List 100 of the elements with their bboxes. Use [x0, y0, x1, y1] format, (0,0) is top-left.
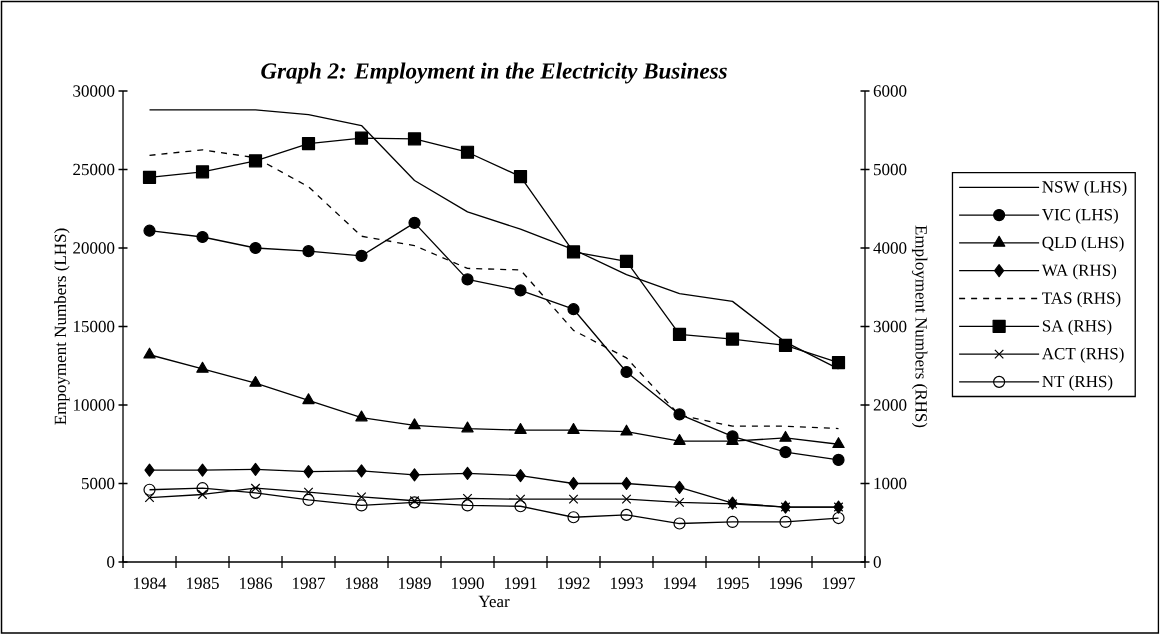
- y2-tick-label: 2000: [873, 399, 907, 411]
- point: [356, 464, 367, 478]
- point: [303, 465, 314, 479]
- point: [302, 245, 315, 258]
- x-tick-label: 1989: [399, 577, 431, 589]
- point: [196, 482, 209, 495]
- legend-label: ACT (RHS): [1041, 347, 1124, 363]
- y2-axis-title: Employment Numbers (RHS): [911, 225, 928, 428]
- point: [460, 145, 475, 159]
- point: [354, 131, 369, 145]
- y-tick-label: 25000: [73, 163, 115, 176]
- point: [409, 468, 420, 482]
- point: [514, 284, 527, 297]
- point: [356, 491, 367, 502]
- y-tick-label: 0: [107, 556, 115, 568]
- point: [302, 393, 315, 405]
- point: [673, 434, 686, 445]
- legend-label: TAS (RHS): [1042, 291, 1121, 308]
- point: [566, 245, 581, 259]
- legend-label: NSW (LHS): [1042, 180, 1127, 197]
- y-tick-label: 15000: [73, 320, 115, 333]
- y-tick-label: 20000: [73, 242, 115, 254]
- point: [461, 421, 474, 433]
- legend-label: VIC (LHS): [1041, 208, 1118, 224]
- point: [567, 303, 580, 316]
- legend-label: SA (RHS): [1042, 319, 1112, 336]
- legend-label: NT (RHS): [1042, 375, 1113, 391]
- point: [832, 511, 845, 525]
- point: [621, 476, 632, 491]
- point: [143, 483, 156, 496]
- y2-tick-label: 6000: [873, 85, 907, 97]
- point: [249, 241, 262, 255]
- point: [408, 418, 421, 430]
- point: [301, 136, 316, 151]
- point: [674, 480, 685, 495]
- point: [672, 327, 687, 341]
- x-axis-title: Year: [478, 595, 510, 608]
- point: [568, 494, 579, 505]
- point: [779, 430, 792, 442]
- point: [621, 494, 632, 505]
- point: [407, 132, 422, 146]
- point: [143, 347, 156, 359]
- x-tick-label: 1984: [134, 577, 167, 589]
- point: [196, 230, 209, 244]
- point: [726, 515, 739, 529]
- point: [620, 424, 633, 436]
- point: [302, 493, 315, 507]
- point: [513, 169, 528, 184]
- point: [355, 249, 368, 262]
- point: [249, 486, 262, 500]
- y-tick-label: 5000: [81, 477, 115, 490]
- point: [197, 463, 208, 477]
- point: [250, 462, 261, 476]
- point: [725, 332, 740, 346]
- x-tick-label: 1985: [187, 577, 219, 589]
- chart-title: Graph 2: Employment in the Electricity Business: [261, 62, 727, 84]
- point: [620, 508, 633, 521]
- x-tick-label: 1991: [504, 577, 537, 589]
- point: [144, 463, 155, 477]
- x-tick-label: 1987: [293, 577, 326, 589]
- x-tick-label: 1988: [346, 577, 378, 589]
- point: [568, 476, 579, 491]
- y2-tick-label: 5000: [874, 163, 907, 176]
- x-tick-label: 1992: [557, 577, 590, 589]
- y-tick-label: 30000: [73, 85, 115, 97]
- y2-tick-label: 4000: [873, 242, 907, 254]
- point: [195, 165, 210, 179]
- point: [779, 445, 792, 459]
- y-axis-title: Empoyment Numbers (LHS): [54, 228, 70, 425]
- point: [832, 453, 845, 467]
- x-tick-label: 1995: [716, 577, 749, 589]
- point: [832, 437, 845, 449]
- x-tick-label: 1986: [240, 577, 273, 589]
- y2-tick-label: 1000: [874, 477, 907, 490]
- point: [144, 492, 155, 503]
- point: [620, 365, 633, 379]
- point: [143, 224, 156, 237]
- x-tick-label: 1993: [610, 577, 643, 589]
- point: [248, 154, 263, 168]
- point: [567, 423, 580, 434]
- y2-tick-label: 0: [873, 556, 881, 568]
- point: [249, 375, 262, 387]
- point: [197, 489, 208, 500]
- point: [673, 517, 686, 530]
- x-tick-label: 1996: [769, 577, 802, 589]
- point: [461, 273, 474, 286]
- legend-label: QLD (LHS): [1042, 236, 1124, 252]
- x-tick-label: 1994: [663, 577, 697, 589]
- y-tick-label: 10000: [73, 399, 115, 411]
- point: [674, 497, 685, 508]
- point: [619, 254, 634, 268]
- point: [567, 511, 580, 524]
- point: [142, 170, 157, 184]
- point: [355, 410, 368, 422]
- point: [779, 515, 792, 529]
- point: [462, 466, 473, 480]
- legend-label: WA (RHS): [1041, 264, 1117, 280]
- point: [673, 408, 686, 421]
- point: [196, 361, 209, 373]
- x-tick-label: 1990: [451, 577, 484, 589]
